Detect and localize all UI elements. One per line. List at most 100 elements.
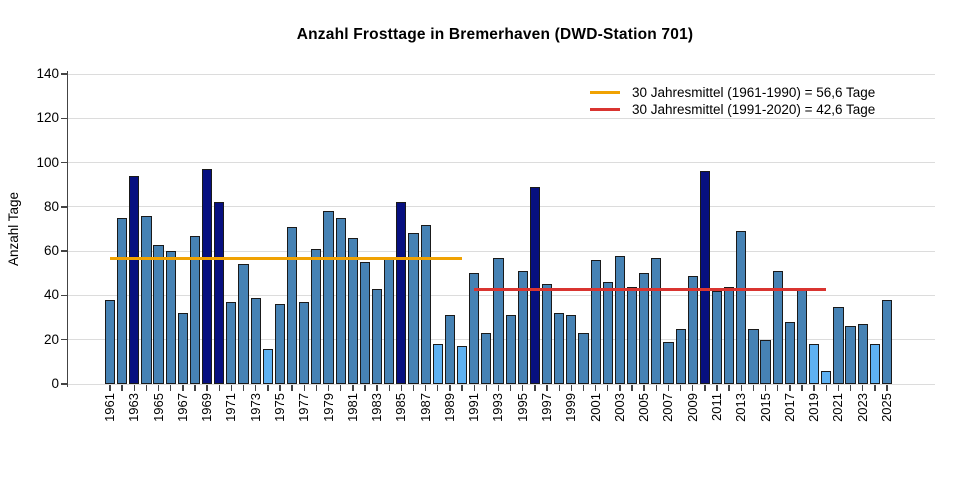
bar-1998: [554, 313, 565, 384]
bar-1961: [104, 299, 116, 384]
x-axis-tick-1975: [279, 385, 281, 391]
bar-2017: [784, 322, 795, 384]
x-tick-label-1983: 1983: [369, 393, 385, 422]
chart-title: Anzahl Frosttage in Bremerhaven (DWD-Sta…: [296, 26, 694, 43]
x-tick-label-1963: 1963: [126, 393, 142, 422]
bar-1964: [141, 215, 152, 384]
bar-1978: [311, 248, 322, 384]
x-axis-tick-1996: [534, 385, 536, 391]
y-tick-label-40: 40: [43, 287, 59, 303]
bar-1975: [274, 304, 286, 384]
x-axis-tick-2021: [837, 385, 840, 391]
x-tick-label-2023: 2023: [854, 393, 870, 422]
bar-2004: [626, 286, 638, 384]
x-axis-tick-1991: [473, 385, 475, 391]
x-axis-tick-2019: [813, 385, 815, 391]
x-axis-tick-1961: [109, 385, 111, 391]
bar-1991: [469, 273, 480, 384]
bar-2005: [639, 273, 650, 384]
mean-line-1991-2020: [474, 288, 827, 292]
x-axis-tick-1986: [412, 385, 415, 391]
bar-2023: [857, 324, 868, 384]
x-tick-label-2017: 2017: [781, 393, 797, 422]
y-tick-label-120: 120: [36, 110, 59, 126]
bar-1967: [177, 313, 188, 384]
bar-1974: [262, 348, 273, 384]
x-axis-tick-1964: [145, 385, 148, 391]
bar-2002: [602, 282, 613, 384]
bar-1997: [541, 284, 553, 384]
bar-1994: [505, 315, 516, 384]
gridline-60: [68, 250, 935, 252]
bar-1970: [214, 202, 225, 384]
x-axis-tick-2022: [849, 385, 852, 391]
bar-2013: [736, 231, 747, 384]
x-axis-tick-2024: [874, 385, 876, 391]
legend-item-1991-2020: 30 Jahresmittel (1991-2020) = 42,6 Tage: [590, 101, 875, 118]
bar-1996: [529, 186, 540, 384]
x-axis-tick-2018: [801, 385, 803, 391]
gridline-120: [68, 117, 935, 119]
y-axis-tick-40: [61, 294, 67, 297]
x-axis-tick-2008: [679, 385, 682, 391]
x-tick-label-1997: 1997: [539, 393, 555, 422]
bar-2011: [711, 291, 723, 384]
x-axis-tick-2011: [716, 385, 718, 391]
x-axis-tick-1989: [449, 385, 451, 391]
x-axis-tick-1971: [230, 385, 233, 391]
y-axis-tick-60: [61, 250, 67, 252]
x-axis-tick-1978: [315, 385, 318, 391]
x-axis-tick-2007: [667, 385, 670, 391]
x-axis-tick-1982: [364, 385, 366, 391]
x-tick-label-1993: 1993: [490, 393, 506, 422]
x-axis-tick-1974: [267, 385, 269, 391]
x-axis-tick-1980: [339, 385, 342, 391]
x-axis-tick-2020: [825, 385, 827, 391]
bar-2000: [578, 333, 589, 384]
x-axis-tick-1967: [182, 385, 184, 391]
legend-item-1961-1990: 30 Jahresmittel (1961-1990) = 56,6 Tage: [590, 84, 875, 101]
x-axis-tick-2025: [886, 385, 888, 391]
x-axis-tick-1966: [170, 385, 172, 391]
bar-2016: [772, 271, 783, 384]
bar-1987: [420, 224, 431, 384]
bar-2012: [724, 286, 735, 384]
bar-2025: [881, 299, 893, 384]
x-axis-tick-1968: [194, 385, 196, 391]
bar-1963: [129, 175, 140, 384]
x-tick-label-2003: 2003: [611, 393, 627, 422]
bar-1981: [347, 237, 358, 384]
x-tick-label-1995: 1995: [514, 393, 530, 422]
x-axis-tick-1993: [497, 385, 500, 391]
y-axis-tick-140: [61, 73, 67, 75]
x-axis-tick-1998: [558, 385, 560, 391]
bar-1966: [165, 251, 176, 384]
bar-2003: [614, 255, 625, 384]
x-tick-label-1975: 1975: [271, 393, 287, 422]
x-axis-tick-2023: [862, 385, 864, 391]
x-axis-tick-1965: [157, 385, 160, 391]
x-tick-label-2009: 2009: [684, 393, 700, 422]
bar-2001: [590, 260, 601, 384]
y-tick-label-20: 20: [43, 331, 59, 347]
x-axis-tick-2001: [594, 385, 597, 391]
x-tick-label-1991: 1991: [466, 393, 482, 422]
bar-1992: [481, 333, 492, 384]
bar-1968: [189, 235, 201, 384]
x-axis-tick-1995: [522, 385, 524, 391]
x-tick-label-1989: 1989: [441, 393, 457, 422]
x-axis-tick-1992: [485, 385, 488, 391]
x-axis-tick-1977: [303, 385, 305, 391]
y-axis-tick-100: [61, 161, 67, 164]
x-tick-label-2011: 2011: [709, 393, 725, 421]
x-tick-label-1999: 1999: [563, 393, 579, 422]
bar-2007: [663, 341, 674, 384]
x-axis-tick-1976: [291, 385, 293, 391]
bar-2018: [796, 288, 808, 384]
bar-1990: [456, 346, 468, 384]
bar-1972: [238, 264, 249, 384]
bar-1962: [117, 217, 128, 384]
y-tick-label-60: 60: [43, 243, 59, 259]
bar-1973: [250, 297, 261, 384]
x-tick-label-1981: 1981: [344, 393, 360, 422]
